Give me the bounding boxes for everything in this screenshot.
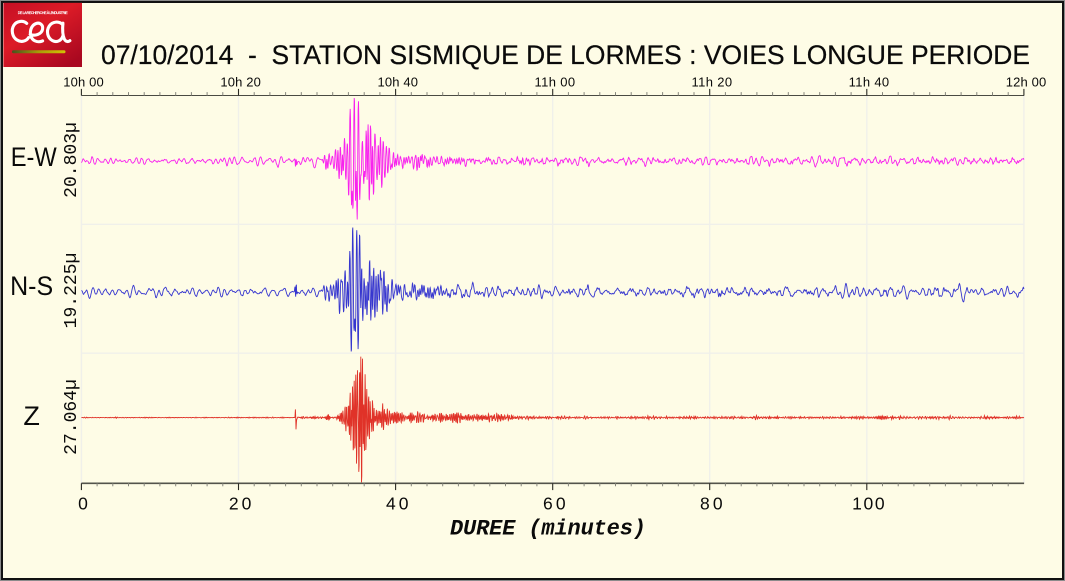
svg-text:0: 0 (78, 494, 88, 514)
svg-text:11h 40: 11h 40 (849, 75, 890, 90)
svg-text:27.064µ: 27.064µ (62, 379, 82, 455)
svg-text:10h 20: 10h 20 (220, 75, 261, 90)
svg-text:07/10/2014 - STATION SISMIQU: 07/10/2014 - STATION SISMIQUE DE LORMES … (101, 40, 1030, 70)
svg-text:11h 00: 11h 00 (535, 75, 576, 90)
svg-text:10h 40: 10h 40 (377, 75, 418, 90)
svg-text:DE LA RECHERCHE À L'INDUSTRIE: DE LA RECHERCHE À L'INDUSTRIE (18, 11, 69, 15)
svg-text:N-S: N-S (10, 271, 53, 301)
svg-text:Z: Z (23, 401, 40, 431)
svg-text:DUREE (minutes): DUREE (minutes) (450, 517, 646, 542)
svg-text:E-W: E-W (11, 142, 57, 172)
svg-text:100: 100 (852, 494, 885, 514)
svg-text:19.225µ: 19.225µ (62, 253, 82, 329)
svg-text:10h 00: 10h 00 (63, 75, 104, 90)
svg-text:11h 20: 11h 20 (692, 75, 733, 90)
svg-text:20.803µ: 20.803µ (62, 122, 82, 198)
svg-text:12h 00: 12h 00 (1006, 75, 1047, 90)
